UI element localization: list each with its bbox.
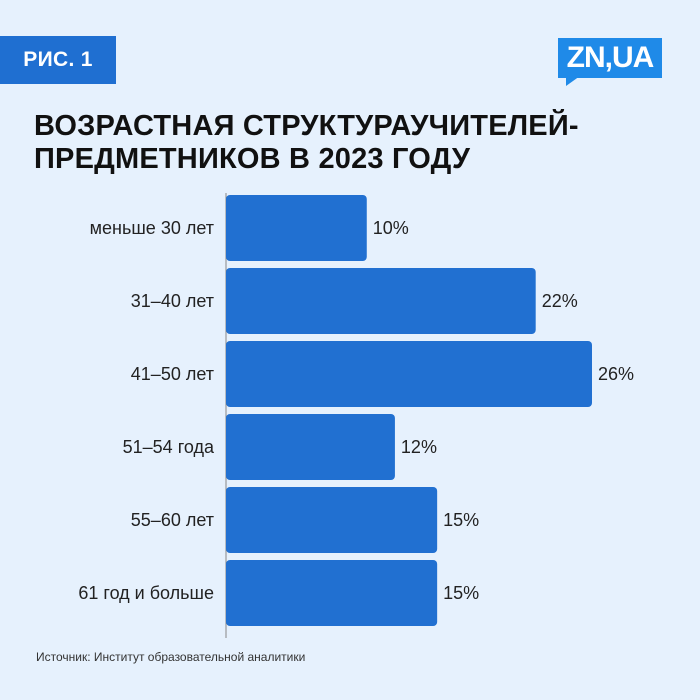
bar	[226, 268, 536, 334]
category-label: меньше 30 лет	[90, 218, 214, 238]
logo-text: ZN,UA	[558, 38, 662, 78]
value-label: 15%	[443, 510, 479, 530]
zn-ua-logo: ZN,UA	[558, 38, 662, 86]
value-label: 15%	[443, 583, 479, 603]
category-label: 41–50 лет	[131, 364, 214, 384]
bar	[226, 414, 395, 480]
chart-title-line-2: ПРЕДМЕТНИКОВ В 2023 ГОДУ	[34, 143, 471, 175]
value-label: 12%	[401, 437, 437, 457]
chart-title: ВОЗРАСТНАЯ СТРУКТУРАУЧИТЕЛЕЙ- ПРЕДМЕТНИК…	[34, 110, 674, 176]
value-label: 26%	[598, 364, 634, 384]
bar	[226, 487, 438, 553]
source-note: Источник: Институт образовательной анали…	[36, 650, 306, 664]
value-label: 10%	[373, 218, 409, 238]
category-label: 55–60 лет	[131, 510, 214, 530]
figure-badge: РИС. 1	[0, 36, 116, 84]
chart-title-line-1: ВОЗРАСТНАЯ СТРУКТУРАУЧИТЕЛЕЙ-	[34, 110, 579, 142]
category-label: 31–40 лет	[131, 291, 214, 311]
logo-speech-tail-icon	[566, 76, 580, 86]
value-label: 22%	[542, 291, 578, 311]
category-label: 61 год и больше	[78, 583, 214, 603]
figure-badge-label: РИС. 1	[23, 48, 93, 71]
bar	[226, 195, 367, 261]
category-label: 51–54 года	[123, 437, 215, 457]
bar	[226, 341, 592, 407]
bar	[226, 560, 438, 626]
